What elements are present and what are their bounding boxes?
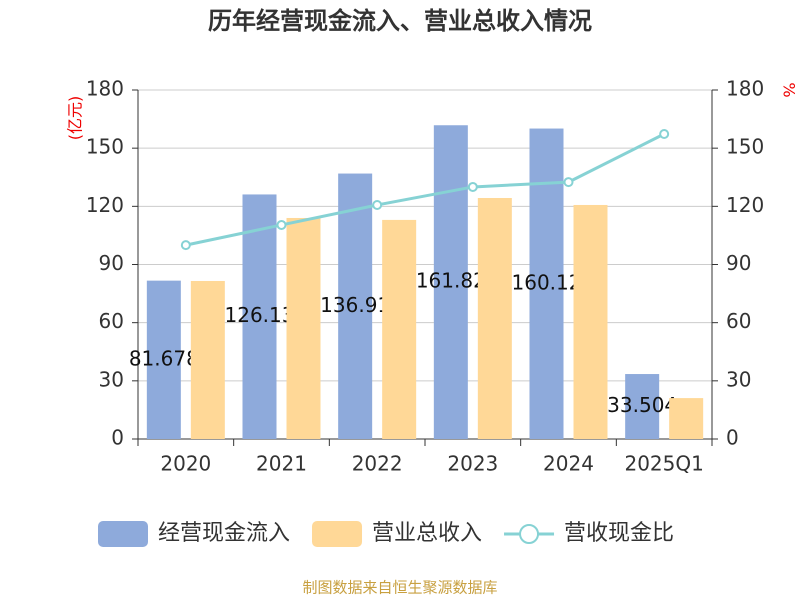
legend-label: 营业总收入 — [372, 521, 482, 546]
line-point — [467, 181, 478, 192]
x-tick-label: 2022 — [352, 452, 403, 476]
data-label: 160.12 — [512, 270, 582, 294]
y2-tick-label: 180 — [726, 77, 764, 101]
line-point — [372, 199, 383, 210]
bar — [433, 125, 468, 440]
data-label: 126.13 — [225, 303, 295, 327]
legend-swatch — [98, 521, 148, 547]
bar — [669, 398, 704, 439]
data-label: 161.82 — [416, 269, 486, 293]
y-tick-label: 180 — [86, 77, 124, 101]
bar — [625, 374, 660, 439]
source-note: 制图数据来自恒生聚源数据库 — [302, 579, 497, 597]
y2-tick-label: 0 — [726, 426, 739, 450]
y-tick-label: 150 — [86, 135, 124, 159]
bar — [573, 204, 608, 439]
y2-tick-label: 150 — [726, 135, 764, 159]
legend-label: 营收现金比 — [564, 521, 674, 546]
x-tick-label: 2020 — [160, 452, 211, 476]
y-tick-label: 90 — [99, 251, 124, 275]
chart-title: 历年经营现金流入、营业总收入情况 — [208, 7, 592, 35]
data-label: 136.91 — [320, 293, 390, 317]
y-axis-label: (亿元) — [66, 96, 85, 141]
x-tick-label: 2021 — [256, 452, 307, 476]
bar — [382, 219, 417, 439]
legend-swatch — [519, 524, 540, 544]
line-point — [659, 129, 670, 140]
y2-tick-label: 30 — [726, 367, 751, 391]
y-tick-label: 60 — [99, 309, 124, 333]
data-label: 33.504 — [607, 393, 677, 417]
bar — [146, 280, 181, 439]
x-tick-label: 2023 — [447, 452, 498, 476]
y2-axis-label: % — [780, 82, 799, 97]
bar — [529, 128, 564, 439]
bar — [338, 173, 373, 439]
legend-label: 经营现金流入 — [158, 521, 290, 546]
bar — [242, 194, 277, 439]
x-tick-label: 2025Q1 — [624, 452, 703, 476]
bar — [477, 197, 512, 439]
bar — [190, 280, 225, 439]
y2-tick-label: 90 — [726, 251, 751, 275]
x-tick-label: 2024 — [543, 452, 594, 476]
y-tick-label: 120 — [86, 193, 124, 217]
legend-swatch — [312, 521, 363, 547]
line-point — [180, 240, 191, 251]
y-tick-label: 0 — [111, 426, 124, 450]
line-point — [563, 177, 574, 188]
bar — [286, 217, 321, 439]
data-label: 81.678 — [129, 346, 199, 370]
y2-tick-label: 120 — [726, 193, 764, 217]
line — [185, 132, 665, 247]
y2-tick-label: 60 — [726, 309, 751, 333]
line-point — [276, 219, 287, 230]
y-tick-label: 30 — [99, 367, 124, 391]
